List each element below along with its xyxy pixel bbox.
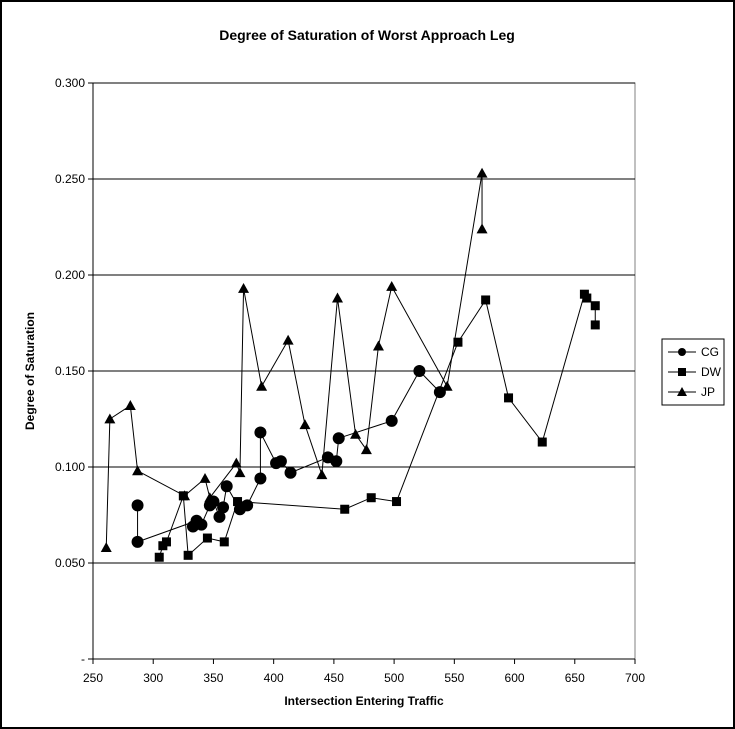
x-tick-label: 250 [83,671,103,685]
y-tick-label: 0.100 [55,460,85,474]
point-jp [476,167,488,178]
x-tick-label: 400 [264,671,284,685]
point-jp [372,340,384,351]
gridlines [93,82,635,564]
point-cg [254,472,267,485]
legend-marker-jp [677,387,687,396]
x-tick-label: 350 [203,671,223,685]
point-jp [230,457,242,468]
y-tick-label: 0.250 [55,172,85,186]
point-dw [161,537,171,547]
point-jp [100,542,112,553]
x-tick-label: 650 [565,671,585,685]
point-jp [199,473,211,483]
point-dw [392,497,402,507]
point-jp [476,223,488,234]
y-tick-label: - [81,652,85,666]
point-jp [104,413,116,424]
point-cg [332,432,345,445]
y-tick-label: 0.200 [55,268,85,282]
point-dw [340,504,350,514]
point-dw [504,393,514,403]
point-dw [481,295,491,305]
x-tick-labels: 250 300 350 400 450 500 550 600 650 700 [83,671,645,685]
point-jp [350,428,362,439]
legend-label-jp: JP [701,385,715,399]
point-cg [131,535,144,548]
y-axis-label: Degree of Saturation [23,312,37,430]
point-jp [316,469,328,480]
series-cg [131,365,446,548]
point-jp [124,400,136,410]
point-cg [217,501,230,514]
series-line-jp [105,173,483,548]
point-dw [537,437,547,447]
y-tick-label: 0.300 [55,76,85,90]
point-dw [233,497,243,507]
series-group [100,167,600,562]
point-jp [282,334,294,345]
point-cg [274,455,287,468]
point-jp [204,492,216,503]
x-tick-label: 300 [143,671,163,685]
x-axis-label: Intersection Entering Traffic [284,694,444,708]
x-tick-label: 550 [444,671,464,685]
point-cg [213,510,226,523]
series-jp [100,167,488,553]
point-jp [179,490,191,501]
legend: CG DW JP [661,338,725,406]
point-cg [195,518,208,531]
point-dw [590,301,600,311]
point-jp [238,282,250,293]
point-cg [241,499,254,512]
point-cg [131,499,144,512]
point-dw [582,293,592,303]
point-dw [183,550,193,560]
point-cg [385,414,398,427]
point-jp [234,467,246,478]
legend-marker-cg [678,348,686,356]
point-dw [453,337,463,347]
legend-label-cg: CG [701,345,719,359]
y-tick-label: 0.150 [55,364,85,378]
point-cg [220,480,233,493]
x-tick-label: 600 [505,671,525,685]
point-jp [132,465,144,476]
legend-label-dw: DW [701,365,722,379]
point-dw [590,320,600,330]
point-dw [202,533,212,543]
x-tick-label: 500 [384,671,404,685]
point-jp [332,292,344,303]
point-cg [330,455,343,468]
point-jp [441,380,453,391]
x-tick-label: 700 [625,671,645,685]
point-cg [284,466,297,479]
point-jp [256,380,268,391]
y-tick-labels: - 0.050 0.100 0.150 0.200 0.250 0.300 [55,76,85,666]
x-tick-label: 450 [324,671,344,685]
point-dw [366,493,376,503]
y-tick-label: 0.050 [55,556,85,570]
point-dw [219,537,229,547]
legend-marker-dw [678,368,686,376]
point-cg [254,426,267,439]
axes [88,82,636,664]
point-jp [386,281,398,291]
chart-title: Degree of Saturation of Worst Approach L… [219,27,515,43]
point-jp [360,444,372,455]
point-dw [154,552,164,562]
point-cg [413,365,426,377]
point-jp [299,419,311,430]
